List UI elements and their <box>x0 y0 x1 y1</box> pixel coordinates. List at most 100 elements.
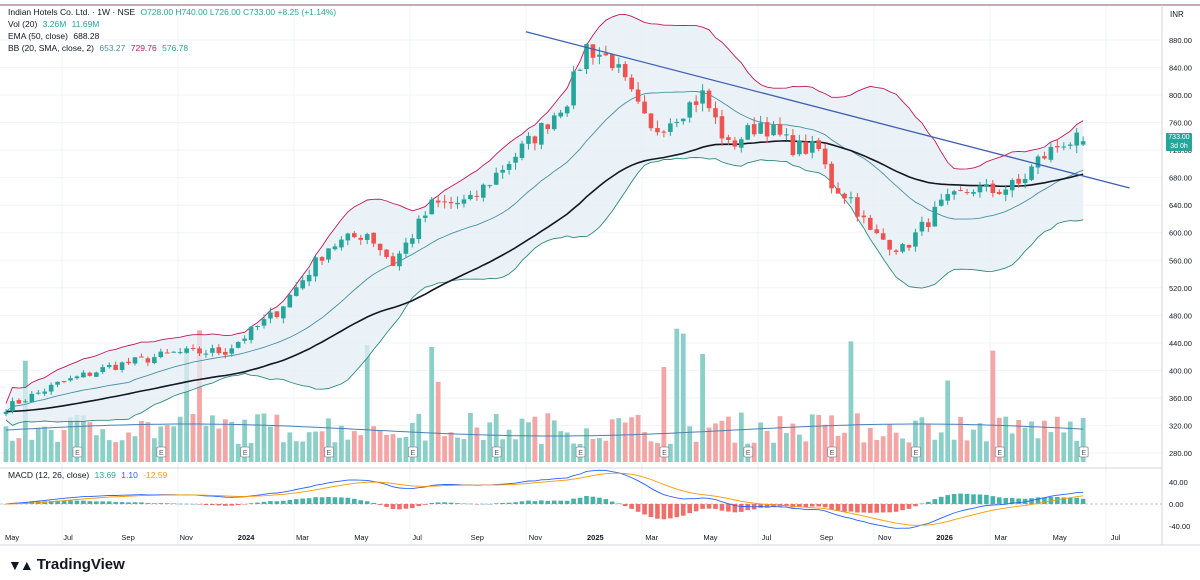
time-tick-label: Sep <box>121 533 134 542</box>
candle-body <box>429 199 434 215</box>
volume-bar <box>197 330 202 462</box>
ema-value: 688.28 <box>73 31 100 41</box>
volume-bar <box>945 380 951 462</box>
time-axis[interactable]: May Jul Sep Nov 2024 Mar May Jul Sep Nov 2025 Mar Ma… <box>5 533 1121 542</box>
candle-body <box>997 191 1002 194</box>
candle-body <box>855 197 860 217</box>
macd-histogram-bar <box>281 500 286 504</box>
volume-bar <box>796 434 802 462</box>
legend-volume[interactable]: Vol (20) 3.26M 11.69M <box>8 19 102 29</box>
tradingview-brand[interactable]: ▼▲ TradingView <box>8 556 125 573</box>
volume-bar <box>603 440 609 462</box>
candle-body <box>3 411 9 415</box>
macd-histogram-bar <box>997 497 1002 504</box>
time-tick-label: Jul <box>412 533 422 542</box>
macd-histogram-bar <box>261 501 267 504</box>
candle-body <box>868 217 873 230</box>
candle-body <box>1016 178 1021 184</box>
earnings-marker <box>827 446 837 458</box>
trendline[interactable] <box>525 31 1130 189</box>
legend-symbol[interactable]: Indian Hotels Co. Ltd. · 1W · NSE O728.0… <box>8 7 339 17</box>
volume-bar <box>971 429 976 462</box>
volume-bar <box>1074 440 1080 462</box>
legend-macd[interactable]: MACD (12, 26, close) 13.69 1.10 -12.59 <box>8 470 170 480</box>
volume-bar <box>597 438 602 462</box>
volume-bar <box>422 440 428 462</box>
macd-histogram-bar <box>674 504 680 518</box>
macd-histogram-bar <box>564 500 570 504</box>
trendline-segment <box>525 31 1130 189</box>
candle-body <box>100 367 106 373</box>
candle-body <box>655 128 660 133</box>
volume-bar <box>751 442 757 462</box>
macd-histogram-bar <box>171 503 176 504</box>
candle-body <box>152 357 157 364</box>
macd-histogram-bar <box>590 496 596 504</box>
volume-bar <box>164 425 170 462</box>
candle-body <box>964 192 970 194</box>
macd-histogram-bar <box>390 504 396 509</box>
volume-bar <box>358 435 364 462</box>
volume-bar <box>235 443 241 462</box>
bb-basis-value: 653.27 <box>99 43 126 53</box>
candle-body <box>584 44 589 70</box>
volume-bar <box>571 443 576 462</box>
last-price-tag[interactable]: 733.00 3d 0h <box>1166 133 1192 151</box>
macd-tick-label: -40.00 <box>1169 522 1190 531</box>
candle-body <box>842 193 847 199</box>
candle-body <box>113 364 118 370</box>
volume-bar <box>113 442 119 462</box>
candle-body <box>848 197 854 199</box>
bar-countdown: 3d 0h <box>1170 143 1188 150</box>
macd-histogram-bar <box>655 504 660 519</box>
volume-bar <box>829 415 834 462</box>
macd-histogram-bar <box>519 501 525 504</box>
volume-bar <box>616 418 622 462</box>
volume-bar <box>480 439 486 462</box>
volume-bar <box>861 442 867 462</box>
volume-bar <box>835 435 841 462</box>
candle-body <box>74 376 80 379</box>
time-tick-label: 2024 <box>238 533 256 542</box>
candle-body <box>61 381 67 383</box>
volume-bar <box>345 439 351 462</box>
candle-body <box>287 294 293 308</box>
candle-body <box>1067 144 1073 146</box>
volume-bar <box>919 417 925 462</box>
volume-bar <box>777 416 783 462</box>
macd-histogram-bar <box>610 501 615 504</box>
price-tick-label: 320.00 <box>1169 421 1192 430</box>
macd-histogram-bar <box>448 502 454 504</box>
macd-histogram-bar <box>577 497 583 504</box>
volume-bar <box>1054 416 1060 462</box>
candle-body <box>951 191 957 195</box>
volume-bar <box>287 432 293 462</box>
candle-body <box>977 185 983 193</box>
volume-bar <box>564 432 570 462</box>
candle-body <box>822 148 828 165</box>
volume-bar <box>726 416 731 462</box>
candle-body <box>106 365 112 368</box>
time-tick-label: Jul <box>762 533 772 542</box>
volume-bar <box>990 350 996 462</box>
volume-bar <box>874 439 880 462</box>
macd-histogram-bar <box>635 504 641 512</box>
candle-body <box>758 122 763 134</box>
candle-body <box>532 136 538 144</box>
volume-bar <box>790 423 796 462</box>
volume-bar <box>126 432 131 462</box>
volume-bar <box>35 427 41 462</box>
candle-body <box>132 357 138 364</box>
macd-histogram-bar <box>706 504 712 509</box>
candle-body <box>506 164 512 170</box>
legend-bb[interactable]: BB (20, SMA, close, 2) 653.27 729.76 576… <box>8 43 191 53</box>
ema-label: EMA (50, close) <box>8 31 68 41</box>
legend-ema[interactable]: EMA (50, close) 688.28 <box>8 31 102 41</box>
candle-body <box>545 124 551 129</box>
macd-histogram-bar <box>571 498 576 504</box>
candlesticks[interactable] <box>3 43 1086 417</box>
macd-histogram-bar <box>880 504 886 513</box>
macd-histogram-bar <box>887 504 892 513</box>
